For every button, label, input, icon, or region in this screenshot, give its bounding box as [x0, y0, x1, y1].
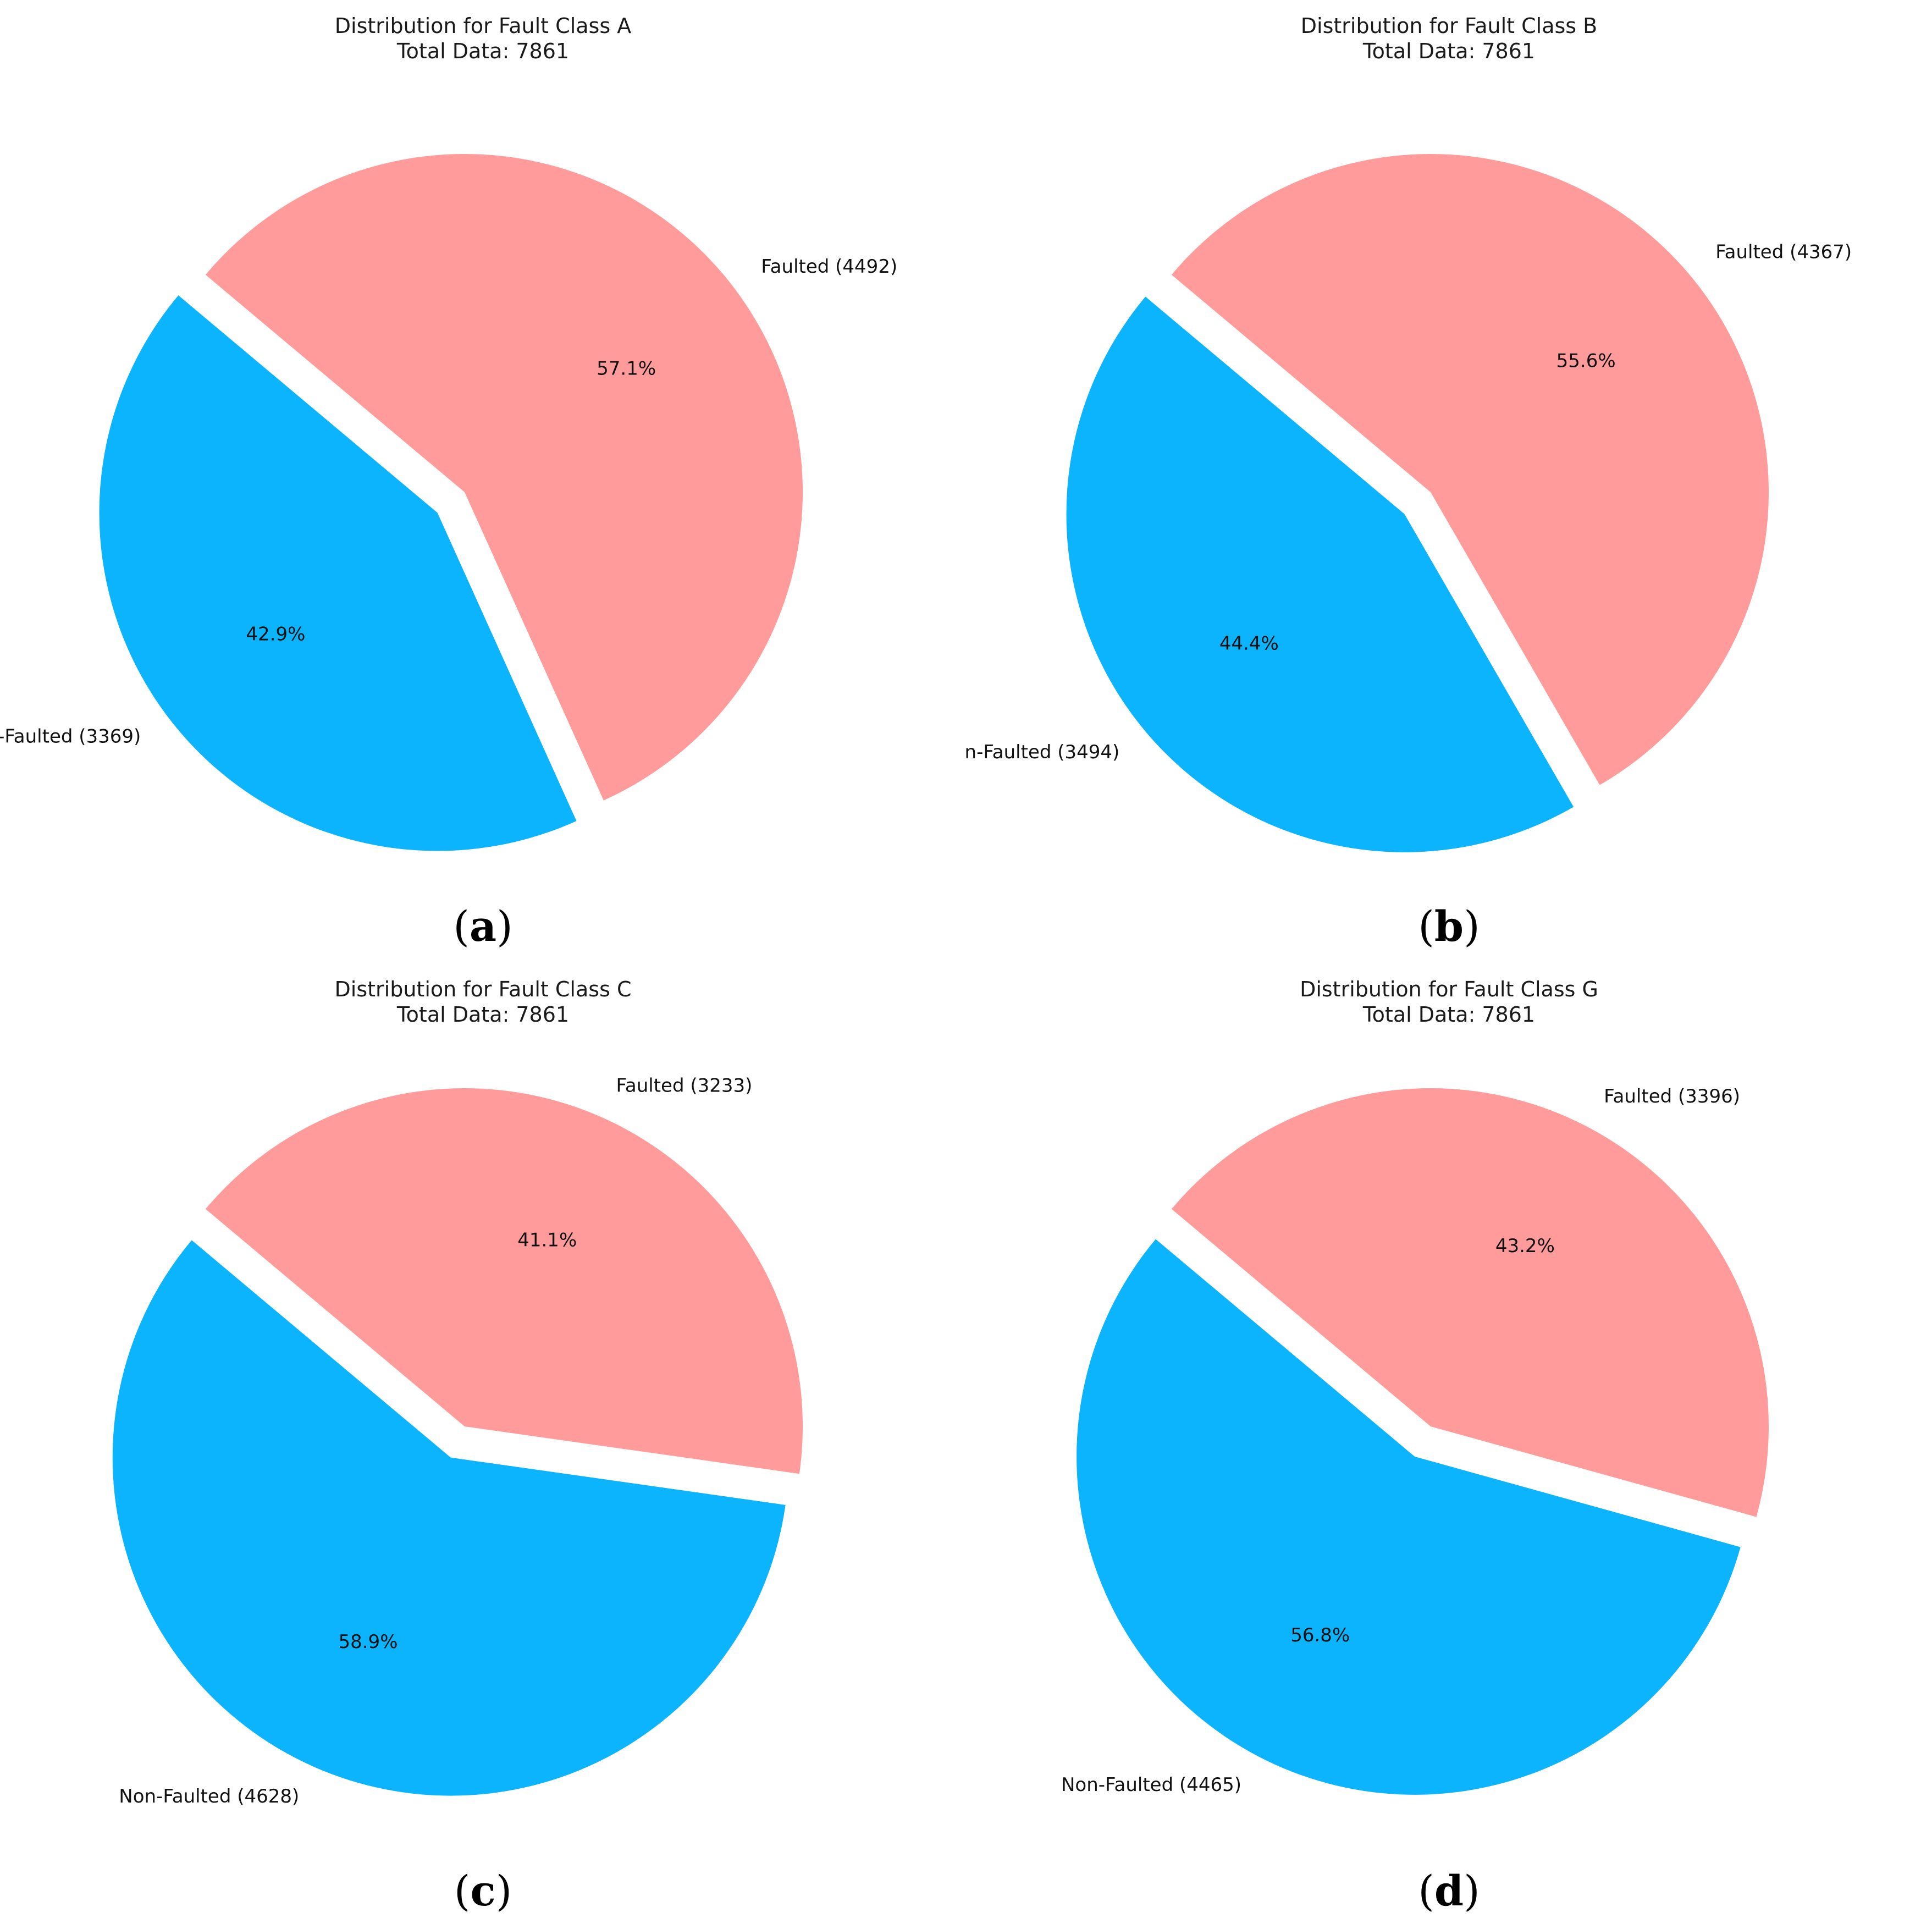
slice-category-label: Faulted (4492) — [761, 256, 897, 278]
pie-slice-non-faulted — [112, 1240, 786, 1796]
chart-title: Distribution for Fault Class B Total Dat… — [966, 13, 1932, 64]
chart-title-text: Distribution for Fault Class A — [334, 14, 632, 38]
chart-title-text: Distribution for Fault Class G — [1300, 977, 1598, 1001]
pie-slice-non-faulted — [99, 295, 577, 851]
slice-category-label: Non-Faulted (4465) — [1061, 1774, 1241, 1796]
panel-caption: (c) — [454, 1866, 512, 1915]
chart-title-text: Distribution for Fault Class C — [334, 977, 632, 1001]
panel-caption: (b) — [1418, 902, 1480, 951]
pie-chart-b: 44.4% Non-Faulted (3494) 55.6% Faulted (436… — [966, 154, 1852, 852]
chart-title: Distribution for Fault Class A Total Dat… — [0, 13, 966, 64]
slice-category-label: Non-Faulted (4628) — [119, 1785, 299, 1807]
pie-panel-b: Distribution for Fault Class B Total Dat… — [966, 0, 1932, 964]
slice-category-label: Non-Faulted (3494) — [966, 741, 1119, 763]
pie-chart-a: 42.9% Non-Faulted (3369) 57.1% Faulted (449… — [0, 153, 897, 851]
slice-percent-label: 42.9% — [246, 624, 305, 646]
slice-percent-label: 44.4% — [1219, 633, 1279, 655]
chart-subtitle-text: Total Data: 7861 — [1362, 1002, 1536, 1027]
slice-percent-label: 58.9% — [338, 1631, 398, 1653]
pie-panel-c: Distribution for Fault Class C Total Dat… — [0, 964, 966, 1929]
chart-title-text: Distribution for Fault Class B — [1300, 14, 1598, 38]
chart-subtitle-text: Total Data: 7861 — [396, 39, 570, 63]
panel-caption: (a) — [453, 902, 513, 951]
pie-chart-d: 56.8% Non-Faulted (4465) 43.2% Faulted (339… — [1061, 1085, 1769, 1796]
chart-subtitle-text: Total Data: 7861 — [1362, 39, 1536, 63]
slice-percent-label: 41.1% — [517, 1229, 577, 1251]
chart-title: Distribution for Fault Class G Total Dat… — [966, 977, 1932, 1027]
chart-title: Distribution for Fault Class C Total Dat… — [0, 977, 966, 1027]
slice-percent-label: 56.8% — [1290, 1624, 1350, 1646]
pie-slice-faulted — [205, 153, 803, 801]
panel-letter: b — [1434, 902, 1464, 951]
slice-category-label: Non-Faulted (3369) — [0, 725, 141, 747]
pie-chart-c: 58.9% Non-Faulted (4628) 41.1% Faulted (323… — [112, 1075, 803, 1807]
slice-category-label: Faulted (3233) — [616, 1075, 752, 1097]
pie-slice-faulted — [205, 1088, 803, 1474]
slice-category-label: Faulted (3396) — [1604, 1085, 1740, 1107]
panel-caption: (d) — [1418, 1866, 1480, 1915]
pie-slice-non-faulted — [1077, 1239, 1741, 1795]
slice-percent-label: 43.2% — [1495, 1235, 1555, 1257]
panel-letter: a — [469, 902, 497, 951]
pie-slice-faulted — [1171, 154, 1769, 785]
slice-percent-label: 55.6% — [1556, 350, 1616, 372]
slice-percent-label: 57.1% — [597, 358, 656, 380]
pie-panel-d: Distribution for Fault Class G Total Dat… — [966, 964, 1932, 1929]
pie-slice-faulted — [1171, 1088, 1769, 1517]
pie-panel-a: Distribution for Fault Class A Total Dat… — [0, 0, 966, 964]
chart-subtitle-text: Total Data: 7861 — [396, 1002, 570, 1027]
pie-slice-non-faulted — [1066, 296, 1574, 852]
panel-letter: c — [470, 1866, 496, 1915]
panel-letter: d — [1434, 1866, 1464, 1915]
slice-category-label: Faulted (4367) — [1715, 241, 1852, 263]
